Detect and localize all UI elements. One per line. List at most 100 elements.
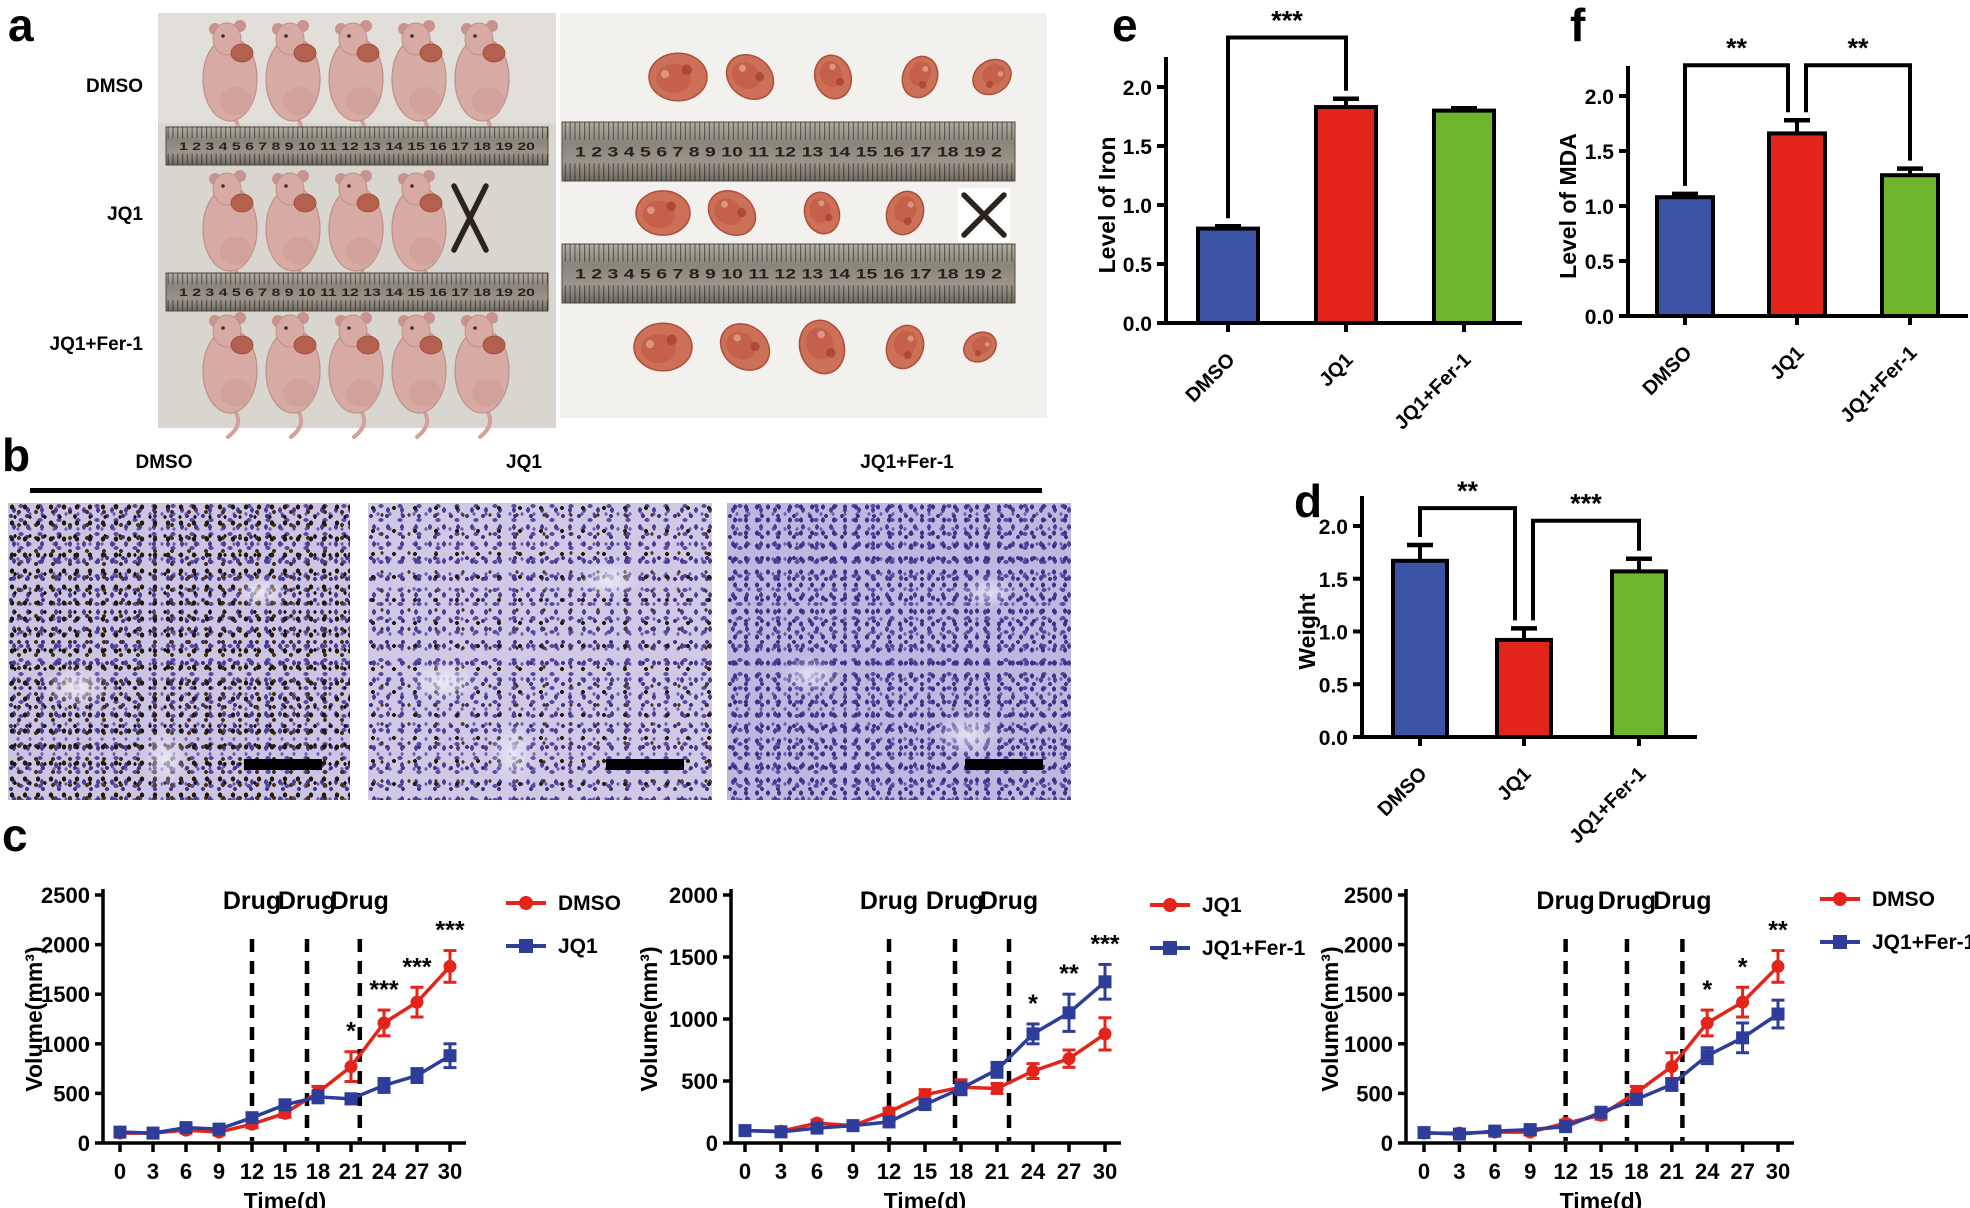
mda-bar-chart: 0.0 0.5 1.0 1.5 2.0 Level of MDA DMSO JQ1 JQ1+Fe…	[1555, 33, 1968, 427]
micrograph-dmso	[8, 503, 350, 800]
scale-bar	[244, 759, 322, 770]
scale-bar	[965, 759, 1043, 770]
iron-bar-chart: 0.0 0.5 1.0 1.5 2.0 Level of Iron DMSO JQ1 JQ1+F…	[1094, 5, 1522, 434]
tumor-photo: 1 2 3 4 5 6 7 8 9 10 11 12 13 14 15 16 1…	[560, 13, 1047, 418]
svg-text:12: 12	[1553, 1159, 1577, 1184]
svg-text:9: 9	[847, 1159, 859, 1184]
svg-text:27: 27	[1057, 1159, 1081, 1184]
svg-text:15: 15	[273, 1159, 297, 1184]
histology-column-jq1: JQ1	[506, 452, 542, 473]
svg-text:3: 3	[147, 1159, 159, 1184]
svg-text:**: **	[1457, 476, 1479, 506]
histology-column-jq1fer: JQ1+Fer-1	[860, 452, 954, 473]
scale-bar	[606, 759, 684, 770]
svg-text:Drug: Drug	[926, 887, 984, 915]
svg-text:JQ1+Fer-1: JQ1+Fer-1	[1390, 349, 1475, 434]
svg-text:***: ***	[369, 976, 398, 1004]
svg-text:0: 0	[78, 1131, 90, 1156]
svg-text:15: 15	[913, 1159, 937, 1184]
svg-text:Drug: Drug	[980, 887, 1038, 915]
svg-text:1 2 3 4 5 6 7 8 9 10 11 12 13: 1 2 3 4 5 6 7 8 9 10 11 12 13 14 15 16 1…	[575, 265, 1002, 281]
svg-text:30: 30	[1766, 1159, 1790, 1184]
svg-text:12: 12	[877, 1159, 901, 1184]
histology-column-dmso: DMSO	[135, 452, 193, 473]
svg-text:500: 500	[681, 1069, 718, 1094]
svg-text:9: 9	[213, 1159, 225, 1184]
svg-text:12: 12	[240, 1159, 264, 1184]
svg-text:0: 0	[114, 1159, 126, 1184]
svg-text:24: 24	[1695, 1159, 1720, 1184]
panel-label-d: d	[1294, 475, 1323, 527]
svg-text:30: 30	[438, 1159, 462, 1184]
svg-text:DMSO: DMSO	[558, 892, 621, 915]
svg-text:Weight: Weight	[1294, 593, 1320, 670]
svg-text:2000: 2000	[41, 933, 90, 958]
svg-text:Volume(mm³): Volume(mm³)	[21, 946, 47, 1091]
panel-label-a: a	[8, 0, 34, 51]
svg-text:30: 30	[1093, 1159, 1117, 1184]
panel-label-b: b	[2, 429, 31, 481]
svg-text:*: *	[1028, 990, 1038, 1018]
svg-text:Time(d): Time(d)	[1560, 1188, 1643, 1208]
svg-text:0.0: 0.0	[1585, 306, 1614, 329]
svg-text:**: **	[1059, 960, 1079, 988]
panel-label-e: e	[1112, 0, 1138, 51]
svg-text:**: **	[1847, 33, 1869, 63]
svg-text:Drug: Drug	[1653, 887, 1711, 915]
svg-text:Drug: Drug	[1536, 887, 1594, 915]
svg-text:*: *	[1702, 976, 1712, 1004]
group-label-jq1fer: JQ1+Fer-1	[49, 334, 143, 355]
svg-text:1500: 1500	[41, 982, 90, 1007]
svg-text:1000: 1000	[41, 1032, 90, 1057]
svg-text:DMSO: DMSO	[1374, 763, 1432, 821]
svg-text:500: 500	[1356, 1081, 1393, 1106]
svg-text:1500: 1500	[669, 945, 718, 970]
svg-text:JQ1+Fer-1: JQ1+Fer-1	[1836, 342, 1921, 427]
svg-text:21: 21	[1660, 1159, 1684, 1184]
svg-text:24: 24	[1021, 1159, 1046, 1184]
svg-text:2.0: 2.0	[1319, 516, 1348, 539]
svg-text:Drug: Drug	[1598, 887, 1656, 915]
svg-text:3: 3	[1453, 1159, 1465, 1184]
svg-text:1 2 3 4 5 6 7 8 9 10 11 12 13: 1 2 3 4 5 6 7 8 9 10 11 12 13 14 15 16 1…	[179, 141, 535, 153]
svg-text:0: 0	[1381, 1131, 1393, 1156]
svg-text:6: 6	[1489, 1159, 1501, 1184]
svg-text:DMSO: DMSO	[1639, 342, 1697, 400]
svg-text:1500: 1500	[1344, 982, 1393, 1007]
micrograph-jq1	[368, 503, 712, 800]
svg-text:JQ1: JQ1	[558, 935, 598, 958]
svg-text:**: **	[1726, 33, 1748, 63]
svg-text:6: 6	[180, 1159, 192, 1184]
svg-text:9: 9	[1524, 1159, 1536, 1184]
svg-text:500: 500	[53, 1081, 90, 1106]
svg-text:Volume(mm³): Volume(mm³)	[1317, 946, 1343, 1091]
svg-text:2.0: 2.0	[1585, 86, 1614, 109]
svg-text:DMSO: DMSO	[1182, 349, 1240, 407]
svg-text:1000: 1000	[669, 1007, 718, 1032]
svg-text:18: 18	[1624, 1159, 1648, 1184]
svg-text:DMSO: DMSO	[1872, 888, 1935, 911]
svg-text:Time(d): Time(d)	[884, 1188, 967, 1208]
svg-text:1.5: 1.5	[1585, 141, 1615, 164]
svg-text:0.5: 0.5	[1319, 674, 1349, 697]
svg-text:1.0: 1.0	[1585, 196, 1614, 219]
micrograph-jq1fer	[727, 503, 1071, 800]
svg-text:0.0: 0.0	[1123, 313, 1152, 336]
svg-text:27: 27	[405, 1159, 429, 1184]
svg-text:6: 6	[811, 1159, 823, 1184]
svg-text:JQ1+Fer-1: JQ1+Fer-1	[1202, 937, 1306, 960]
svg-text:Drug: Drug	[331, 887, 389, 915]
svg-text:Level of Iron: Level of Iron	[1094, 137, 1120, 274]
mice-photo: 1 2 3 4 5 6 7 8 9 10 11 12 13 14 15 16 1…	[158, 13, 556, 439]
svg-text:2500: 2500	[1344, 883, 1393, 908]
svg-text:JQ1: JQ1	[1315, 349, 1357, 391]
svg-text:0.0: 0.0	[1319, 727, 1348, 750]
svg-text:Drug: Drug	[223, 887, 281, 915]
svg-text:2000: 2000	[1344, 933, 1393, 958]
svg-text:2000: 2000	[669, 883, 718, 908]
svg-text:1 2 3 4 5 6 7 8 9 10 11 12 13: 1 2 3 4 5 6 7 8 9 10 11 12 13 14 15 16 1…	[575, 143, 1002, 159]
